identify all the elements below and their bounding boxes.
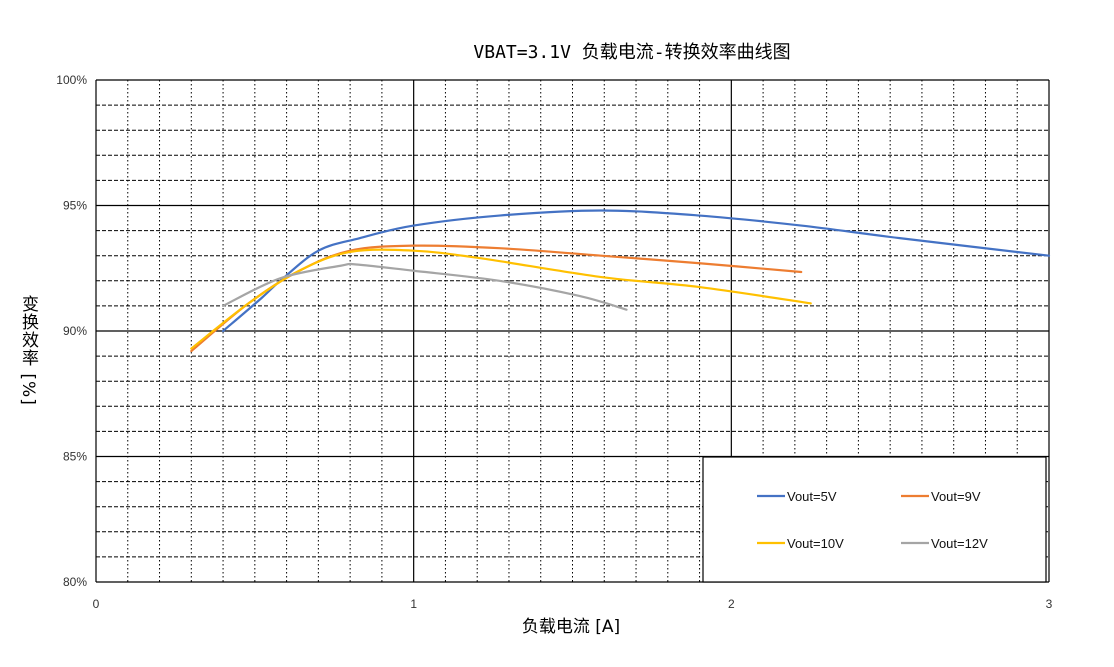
x-axis-label: 负载电流 [A] xyxy=(521,617,621,637)
legend-label: Vout=9V xyxy=(931,489,981,504)
y-axis-label: 变换效率 [%] xyxy=(18,295,38,406)
x-tick-label: 1 xyxy=(410,597,417,611)
y-tick-label: 100% xyxy=(56,73,87,87)
legend: Vout=5V Vout=9V Vout=10V Vout=12V xyxy=(702,456,1047,583)
legend-label: Vout=10V xyxy=(787,536,844,551)
x-tick-label: 0 xyxy=(93,597,100,611)
series-line-vout-12v xyxy=(221,262,628,311)
x-tick-label: 3 xyxy=(1046,597,1053,611)
tick-labels: 0 1 2 3 80% 85% 90% 95% 100% xyxy=(56,73,1052,611)
series-lines xyxy=(190,209,1051,353)
chart-title: VBAT=3.1V 负载电流-转换效率曲线图 xyxy=(473,42,791,63)
y-tick-label: 85% xyxy=(63,450,87,464)
y-tick-label: 80% xyxy=(63,575,87,589)
legend-label: Vout=5V xyxy=(787,489,837,504)
y-tick-label: 95% xyxy=(63,199,87,213)
legend-label: Vout=12V xyxy=(931,536,988,551)
y-tick-label: 90% xyxy=(63,324,87,338)
series-line-vout-10v xyxy=(190,248,812,350)
x-tick-label: 2 xyxy=(728,597,735,611)
legend-box xyxy=(702,456,1047,583)
